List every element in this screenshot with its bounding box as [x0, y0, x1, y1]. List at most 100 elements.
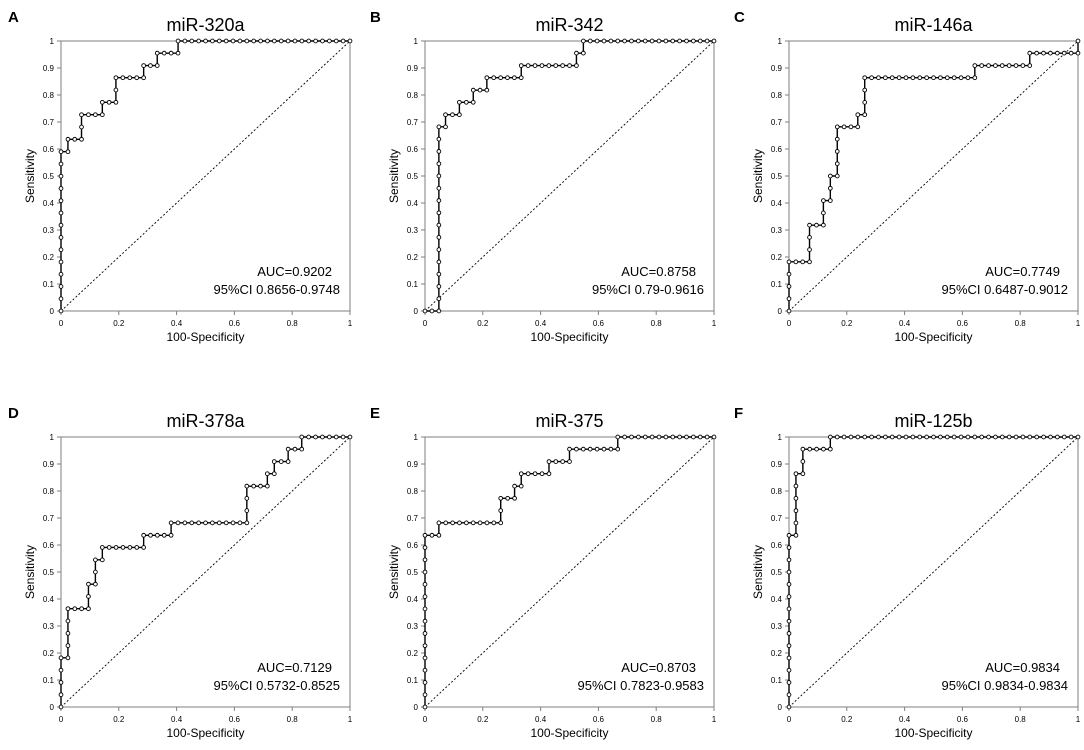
roc-point [1006, 434, 1012, 440]
y-tick-label: 0.7 [43, 514, 55, 523]
y-tick-label: 0.2 [407, 649, 419, 658]
roc-point [786, 667, 792, 673]
x-tick-label: 0 [423, 715, 428, 724]
roc-point [670, 434, 676, 440]
roc-point [567, 63, 572, 68]
x-tick-label: 0.2 [477, 715, 489, 724]
roc-point [175, 50, 181, 56]
roc-point [210, 520, 215, 526]
y-tick-label: 0.4 [43, 199, 55, 208]
chart-title: miR-378a [166, 411, 245, 431]
auc-annotation: AUC=0.7129 [257, 660, 332, 675]
y-tick-label: 0.9 [407, 460, 419, 469]
y-tick-label: 0.8 [43, 91, 55, 100]
roc-point [86, 581, 91, 587]
roc-point [237, 38, 243, 44]
roc-point [161, 50, 167, 56]
roc-point [539, 63, 545, 68]
roc-point [320, 38, 325, 44]
roc-point [203, 520, 208, 526]
y-tick-label: 0.7 [771, 118, 783, 127]
roc-point [278, 459, 284, 464]
y-tick-label: 0.5 [43, 568, 55, 577]
roc-point [567, 459, 572, 464]
roc-point [553, 63, 559, 68]
roc-point [581, 50, 586, 56]
roc-point [786, 259, 792, 265]
y-tick-label: 0.3 [771, 622, 783, 631]
y-tick-label: 0.4 [43, 595, 55, 604]
roc-point [436, 185, 442, 191]
roc-point [917, 434, 923, 440]
x-tick-label: 0 [59, 715, 64, 724]
roc-point [216, 38, 222, 44]
y-tick-label: 0.1 [43, 676, 55, 685]
y-tick-label: 0.9 [43, 64, 55, 73]
y-tick-label: 0.3 [771, 226, 783, 235]
roc-point [1034, 50, 1039, 56]
y-tick-label: 0.6 [407, 145, 419, 154]
y-tick-label: 0.3 [407, 226, 419, 235]
roc-point [663, 38, 669, 44]
roc-point [313, 434, 318, 440]
chart-title: miR-125b [894, 411, 972, 431]
roc-point [58, 198, 64, 204]
roc-point [99, 557, 105, 563]
roc-point [443, 520, 449, 526]
roc-point [58, 308, 64, 314]
roc-point [265, 38, 270, 44]
roc-point [1027, 434, 1033, 440]
y-tick-label: 0.8 [407, 487, 419, 496]
roc-point [333, 434, 339, 440]
roc-point [903, 75, 909, 81]
x-tick-label: 0.6 [957, 715, 969, 724]
roc-point [972, 63, 978, 68]
y-tick-label: 1 [414, 37, 419, 46]
roc-point [862, 75, 868, 81]
y-tick-label: 0.2 [43, 649, 55, 658]
x-tick-label: 0.4 [535, 319, 547, 328]
roc-point [58, 161, 64, 167]
roc-point [704, 38, 710, 44]
x-tick-label: 0.8 [651, 715, 663, 724]
panel-letter: E [370, 405, 380, 422]
roc-point [422, 581, 428, 587]
roc-point [58, 210, 64, 216]
roc-point [436, 161, 442, 167]
roc-point [917, 75, 923, 81]
roc-point [649, 434, 655, 440]
roc-point [574, 50, 579, 56]
roc-point [86, 112, 91, 118]
roc-point [581, 38, 586, 44]
x-tick-label: 0.2 [113, 319, 125, 328]
y-tick-label: 0.4 [771, 199, 783, 208]
roc-point [491, 520, 497, 526]
roc-point [285, 459, 291, 464]
y-tick-label: 0.4 [771, 595, 783, 604]
roc-point [484, 87, 490, 93]
y-axis-label: Sensitivity [23, 149, 37, 203]
reference-diagonal-line [788, 436, 1079, 708]
roc-point [457, 112, 462, 118]
roc-point [58, 680, 64, 685]
roc-point [965, 75, 971, 81]
roc-point [306, 38, 312, 44]
roc-point [58, 271, 64, 277]
roc-point [608, 38, 614, 44]
roc-point [436, 222, 442, 228]
roc-point [463, 99, 469, 105]
x-axis-label: 100-Specificity [166, 330, 244, 344]
roc-point [786, 271, 792, 277]
roc-point [793, 483, 799, 489]
roc-point [436, 271, 442, 277]
roc-point [113, 87, 119, 93]
y-tick-label: 0.2 [771, 253, 783, 262]
roc-point [230, 38, 236, 44]
roc-point [340, 434, 346, 440]
roc-point [422, 655, 428, 661]
roc-point [58, 655, 64, 661]
y-tick-label: 0 [778, 307, 783, 316]
roc-point [786, 594, 792, 599]
roc-markers [58, 38, 353, 314]
